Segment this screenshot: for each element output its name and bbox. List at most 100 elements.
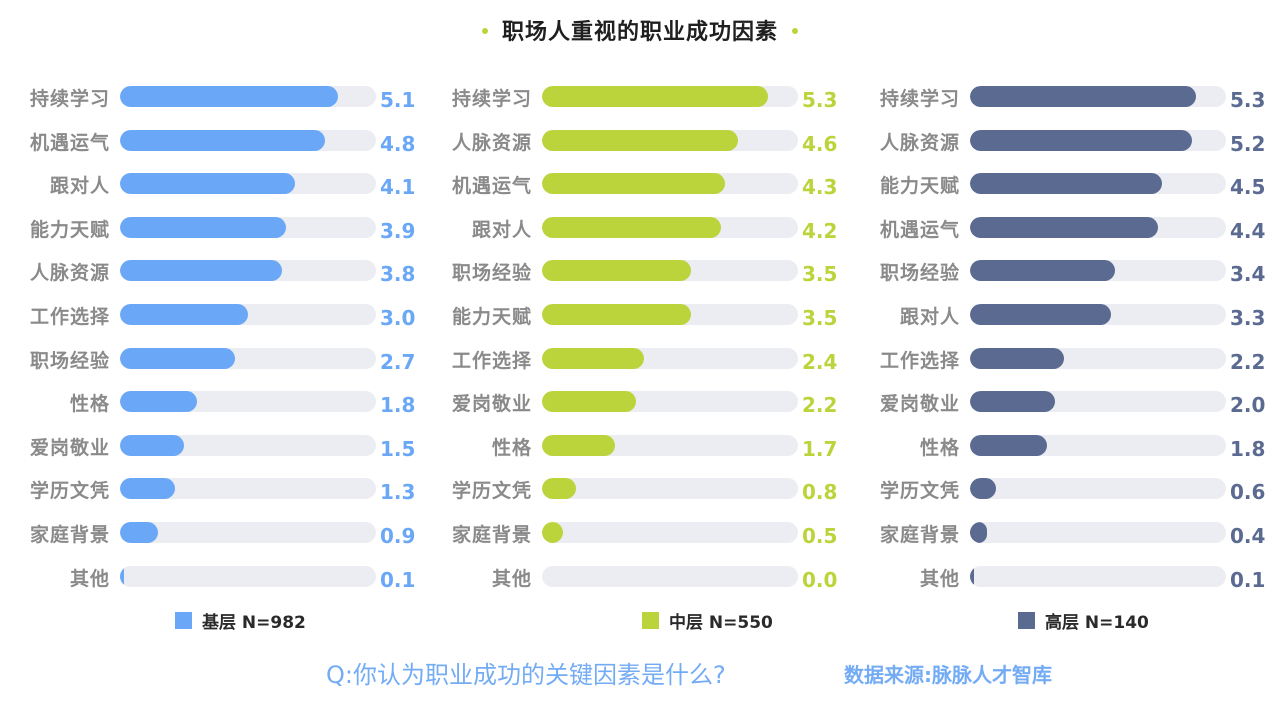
bar-row: 职场经验 3.5 bbox=[434, 250, 854, 294]
category-label: 家庭背景 bbox=[29, 524, 110, 546]
category-label: 机遇运气 bbox=[879, 218, 960, 241]
value-label: 0.4 bbox=[1230, 524, 1266, 548]
bar-track bbox=[970, 478, 1226, 500]
bar bbox=[970, 434, 1047, 456]
category-label: 学历文凭 bbox=[879, 480, 960, 503]
bar-row: 性格 1.7 bbox=[434, 425, 854, 469]
legend-entry: 中层 N=550 bbox=[642, 608, 773, 633]
value-label: 5.2 bbox=[1230, 131, 1266, 156]
bar-row: 学历文凭 0.8 bbox=[434, 468, 854, 512]
category-label: 持续学习 bbox=[879, 88, 960, 110]
bar-row: 工作选择 2.4 bbox=[434, 338, 854, 382]
bar-track bbox=[120, 86, 376, 107]
category-label: 爱岗敬业 bbox=[29, 436, 110, 459]
value-label: 5.3 bbox=[802, 88, 838, 112]
title-dot-right-icon bbox=[792, 28, 798, 34]
value-label: 3.8 bbox=[380, 262, 416, 287]
value-label: 3.4 bbox=[1230, 262, 1266, 287]
bar bbox=[970, 216, 1158, 238]
value-label: 4.3 bbox=[802, 175, 838, 200]
value-label: 0.1 bbox=[1230, 567, 1266, 592]
bar-track bbox=[120, 434, 376, 456]
bar bbox=[970, 260, 1116, 282]
bar-track bbox=[542, 304, 798, 325]
value-label: 1.7 bbox=[802, 436, 838, 461]
value-label: 3.5 bbox=[802, 306, 838, 330]
value-label: 1.8 bbox=[1230, 436, 1266, 461]
bar-row: 持续学习 5.1 bbox=[12, 76, 432, 120]
value-label: 0.5 bbox=[802, 524, 838, 548]
bar bbox=[542, 304, 692, 325]
bar bbox=[970, 565, 975, 587]
value-label: 2.2 bbox=[802, 393, 838, 418]
category-label: 其他 bbox=[69, 567, 110, 590]
bar bbox=[542, 347, 645, 369]
legend-swatch-icon bbox=[642, 612, 659, 629]
bar-track bbox=[542, 347, 798, 369]
bar-track bbox=[970, 304, 1226, 325]
bar bbox=[120, 478, 176, 500]
bar-track bbox=[120, 129, 376, 151]
bar-track bbox=[120, 304, 376, 325]
category-label: 机遇运气 bbox=[451, 175, 532, 198]
bar bbox=[970, 391, 1056, 413]
value-label: 3.0 bbox=[380, 306, 416, 330]
bar-track bbox=[970, 216, 1226, 238]
value-label: 4.4 bbox=[1230, 218, 1266, 243]
category-label: 家庭背景 bbox=[879, 524, 960, 546]
bar bbox=[542, 391, 636, 413]
bar-row: 爱岗敬业 2.0 bbox=[862, 381, 1280, 425]
bar bbox=[542, 129, 739, 151]
legend-label: 高层 N=140 bbox=[1045, 613, 1149, 633]
bar-track bbox=[970, 347, 1226, 369]
legend-swatch-icon bbox=[1018, 612, 1035, 629]
chart-title: 职场人重视的职业成功因素 bbox=[0, 14, 1280, 46]
bar bbox=[970, 478, 996, 500]
bar-row: 职场经验 3.4 bbox=[862, 250, 1280, 294]
bar bbox=[542, 434, 615, 456]
bar-track bbox=[120, 347, 376, 369]
bar bbox=[120, 304, 248, 325]
data-source: 数据来源:脉脉人才智库 bbox=[844, 663, 1052, 687]
bar-row: 持续学习 5.3 bbox=[434, 76, 854, 120]
value-label: 1.3 bbox=[380, 480, 416, 505]
bar-track bbox=[120, 478, 376, 500]
category-label: 人脉资源 bbox=[29, 262, 110, 285]
bar bbox=[120, 260, 283, 282]
bar-row: 人脉资源 5.2 bbox=[862, 120, 1280, 164]
legend-swatch-icon bbox=[175, 612, 192, 629]
bar-track bbox=[970, 565, 1226, 587]
bar-track bbox=[970, 129, 1226, 151]
bar bbox=[970, 347, 1064, 369]
category-label: 职场经验 bbox=[451, 262, 532, 285]
bar-row: 其他 0.1 bbox=[862, 556, 1280, 600]
title-dot-left-icon bbox=[481, 28, 488, 34]
bar-track bbox=[970, 86, 1226, 107]
bar-row: 机遇运气 4.8 bbox=[12, 120, 432, 164]
bar-track bbox=[542, 478, 798, 500]
bar-track bbox=[542, 216, 798, 238]
bar-track bbox=[970, 434, 1226, 456]
bar bbox=[120, 565, 125, 587]
bar-row: 其他 0.0 bbox=[434, 556, 854, 600]
bar bbox=[542, 478, 577, 500]
bar-row: 爱岗敬业 2.2 bbox=[434, 381, 854, 425]
bar-row: 人脉资源 4.6 bbox=[434, 120, 854, 164]
bar-track bbox=[542, 173, 798, 195]
value-label: 0.0 bbox=[802, 567, 838, 592]
bar-row: 家庭背景 0.9 bbox=[12, 512, 432, 556]
bar-track bbox=[542, 260, 798, 282]
category-label: 能力天赋 bbox=[29, 218, 110, 241]
value-label: 4.2 bbox=[802, 218, 838, 243]
category-label: 人脉资源 bbox=[879, 131, 960, 154]
value-label: 0.9 bbox=[380, 524, 416, 548]
category-label: 工作选择 bbox=[29, 306, 110, 328]
category-label: 性格 bbox=[491, 436, 532, 459]
bar bbox=[970, 129, 1192, 151]
bar-row: 跟对人 4.2 bbox=[434, 207, 854, 251]
bar-track bbox=[542, 391, 798, 413]
bar-row: 家庭背景 0.4 bbox=[862, 512, 1280, 556]
bar bbox=[120, 129, 325, 151]
bar-track bbox=[120, 216, 376, 238]
bar-row: 机遇运气 4.3 bbox=[434, 163, 854, 207]
